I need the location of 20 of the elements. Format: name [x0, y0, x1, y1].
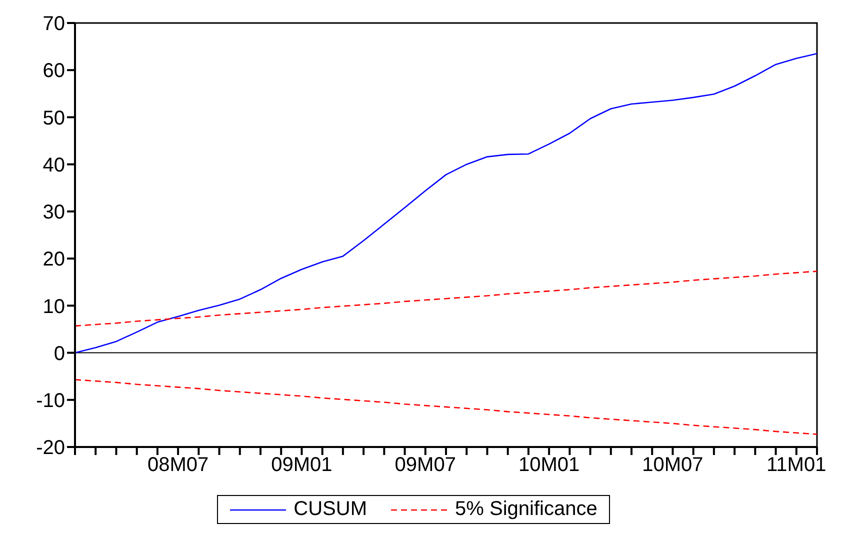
- x-tick-label: 11M01: [766, 454, 826, 476]
- x-tick-label: 10M07: [642, 454, 704, 476]
- y-tick-label: 30: [42, 202, 65, 224]
- legend-label: CUSUM: [294, 498, 368, 521]
- y-tick-label: 40: [42, 154, 65, 176]
- x-tick-label: 09M07: [394, 454, 456, 476]
- x-tick-label: 10M01: [518, 454, 580, 476]
- y-tick-label: 50: [42, 107, 65, 130]
- y-tick-label: 70: [42, 13, 65, 36]
- x-tick-label: 09M01: [271, 454, 332, 476]
- y-tick-label: 0: [54, 342, 65, 365]
- line-series: [75, 378, 817, 435]
- y-tick-label: 20: [42, 248, 65, 271]
- x-tick-label: 08M07: [147, 454, 209, 476]
- line-series: [75, 270, 817, 327]
- y-tick-label: 10: [42, 296, 65, 318]
- y-tick-label: 60: [42, 60, 65, 82]
- y-tick-label: -10: [36, 390, 65, 412]
- legend-label: 5% Significance: [455, 498, 598, 521]
- y-tick-label: -20: [36, 437, 65, 460]
